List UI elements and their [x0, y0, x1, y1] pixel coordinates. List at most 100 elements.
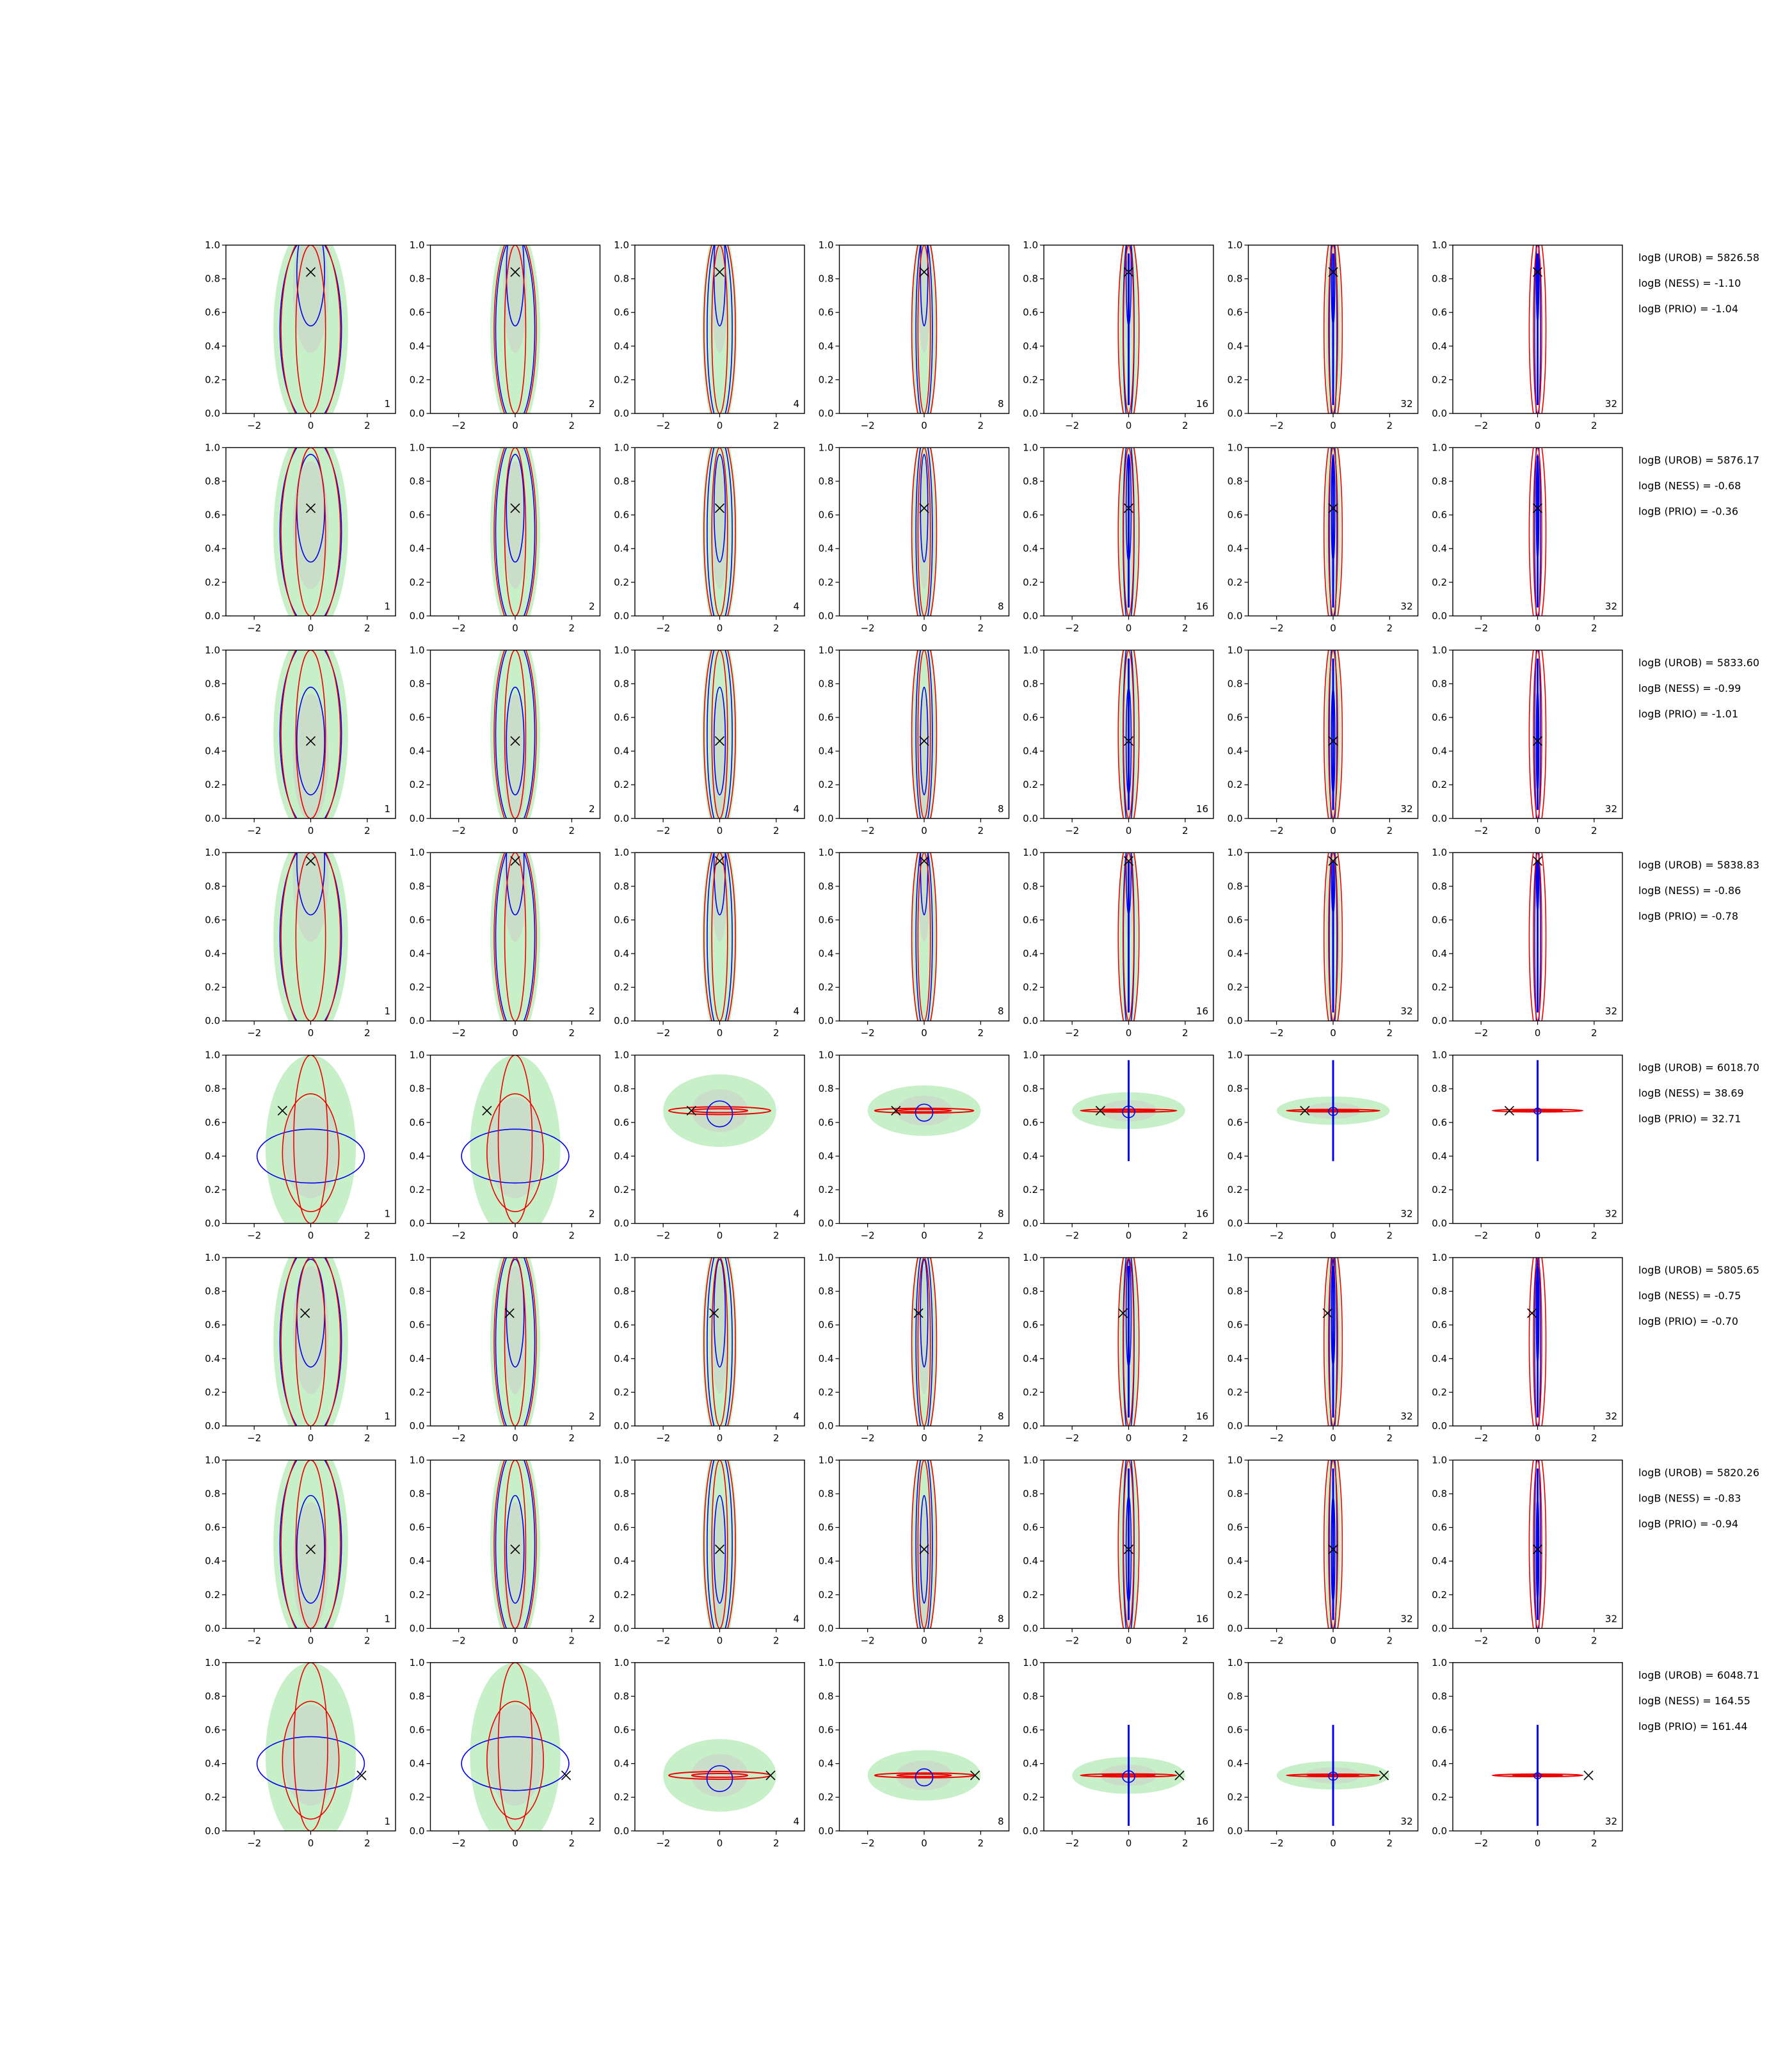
red-contour-outer — [1323, 650, 1343, 819]
true-value-marker — [1118, 1308, 1128, 1318]
y-tick-label: 0.8 — [614, 1083, 629, 1094]
x-tick-label: 2 — [364, 420, 371, 431]
y-tick-label: 0.0 — [819, 1825, 834, 1837]
y-tick-label: 0.0 — [410, 813, 425, 824]
red-contour-outer — [1323, 1460, 1343, 1629]
y-tick-label: 0.6 — [819, 712, 834, 723]
x-tick-label: 2 — [1182, 1230, 1188, 1242]
y-tick-label: 0.8 — [1228, 1286, 1243, 1297]
blue-contour-outer — [707, 650, 733, 819]
x-tick-label: −2 — [247, 1635, 261, 1646]
y-tick-label: 0.2 — [410, 374, 425, 385]
y-tick-label: 0.8 — [819, 476, 834, 487]
blue-contour-outer — [495, 852, 536, 1021]
density-layer — [273, 650, 348, 819]
subplot-panel: −2 0 2 0.0 0.2 0.4 0.6 0.8 1.0 32 — [1228, 1050, 1419, 1242]
y-tick-label: 0.2 — [205, 982, 220, 993]
corner-label: 4 — [793, 1208, 799, 1220]
y-tick-label: 0.2 — [205, 779, 220, 790]
subplot-panel: −2 0 2 0.0 0.2 0.4 0.6 0.8 1.0 2 — [410, 644, 601, 836]
red-contour-inner — [295, 1258, 326, 1426]
corner-label: 32 — [1400, 1613, 1412, 1624]
y-tick-label: 0.2 — [1228, 982, 1243, 993]
y-tick-label: 0.8 — [1023, 1690, 1038, 1702]
y-tick-label: 0.8 — [819, 1286, 834, 1297]
blue-contour-outer — [279, 852, 342, 1021]
corner-label: 4 — [793, 1613, 799, 1624]
red-contour-inner — [504, 447, 527, 616]
y-tick-label: 1.0 — [205, 644, 220, 656]
x-tick-label: −2 — [1270, 1432, 1284, 1444]
red-contour-inner — [293, 1662, 328, 1831]
x-tick-label: −2 — [861, 622, 875, 634]
y-tick-label: 0.0 — [1023, 1825, 1038, 1837]
y-tick-label: 0.0 — [819, 408, 834, 419]
y-tick-label: 0.0 — [410, 1218, 425, 1229]
y-tick-label: 0.4 — [1228, 1555, 1243, 1567]
y-tick-label: 0.8 — [819, 273, 834, 285]
y-tick-label: 0.2 — [1228, 779, 1243, 790]
density-layer — [702, 447, 737, 616]
density-layer — [490, 245, 541, 413]
blue-contour-outer — [1329, 852, 1338, 1021]
y-tick-label: 0.2 — [1023, 779, 1038, 790]
y-tick-label: 0.0 — [205, 1622, 220, 1634]
y-tick-label: 1.0 — [205, 239, 220, 251]
x-tick-label: 2 — [569, 1027, 575, 1039]
density-layer — [1491, 1725, 1584, 1826]
x-tick-label: 2 — [364, 1230, 371, 1242]
corner-label: 2 — [589, 1208, 595, 1220]
x-tick-label: 0 — [1126, 1837, 1132, 1849]
blue-contour-inner — [506, 245, 525, 327]
red-contour-outer — [493, 650, 537, 819]
y-tick-label: 0.6 — [819, 1319, 834, 1331]
corner-label: 2 — [589, 1816, 595, 1827]
x-tick-label: 2 — [1182, 622, 1188, 634]
y-tick-label: 0.6 — [1228, 914, 1243, 925]
x-tick-label: −2 — [452, 825, 466, 836]
logb-statistic: logB (NESS) = 38.69 — [1638, 1087, 1744, 1100]
x-tick-label: 0 — [1330, 825, 1336, 836]
y-tick-label: 0.8 — [1432, 1690, 1447, 1702]
y-tick-label: 0.2 — [1023, 982, 1038, 993]
x-tick-label: −2 — [1065, 1230, 1079, 1242]
y-tick-label: 0.0 — [410, 408, 425, 419]
y-tick-label: 0.6 — [614, 1117, 629, 1128]
x-tick-label: 2 — [1387, 825, 1393, 836]
y-tick-label: 0.8 — [1228, 1690, 1243, 1702]
y-tick-label: 1.0 — [819, 1454, 834, 1466]
y-tick-label: 0.0 — [205, 610, 220, 621]
subplot-panel: −2 0 2 0.0 0.2 0.4 0.6 0.8 1.0 1 — [205, 644, 396, 836]
corner-label: 32 — [1605, 1411, 1617, 1422]
red-contour-outer — [874, 1772, 975, 1779]
x-tick-label: −2 — [656, 1837, 670, 1849]
density-layer — [1528, 650, 1547, 819]
true-value-marker — [482, 1105, 492, 1116]
y-tick-label: 0.0 — [1432, 1218, 1447, 1229]
y-tick-label: 0.4 — [819, 948, 834, 959]
subplot-panel: −2 0 2 0.0 0.2 0.4 0.6 0.8 1.0 1 — [205, 847, 396, 1039]
corner-label: 4 — [793, 803, 799, 815]
y-tick-label: 1.0 — [205, 1050, 220, 1061]
y-tick-label: 0.6 — [819, 307, 834, 318]
x-tick-label: 2 — [1387, 1432, 1393, 1444]
y-tick-label: 0.2 — [410, 1791, 425, 1803]
corner-label: 16 — [1196, 1613, 1208, 1624]
true-value-marker — [714, 267, 725, 277]
y-tick-label: 0.4 — [410, 746, 425, 757]
blue-contour-outer — [495, 245, 536, 413]
x-tick-label: 0 — [1330, 1432, 1336, 1444]
x-tick-label: 2 — [773, 1837, 780, 1849]
reference-density-inner — [711, 1502, 728, 1629]
red-contour-inner — [1533, 1258, 1542, 1426]
y-tick-label: 0.0 — [1023, 1420, 1038, 1432]
corner-label: 1 — [384, 1816, 390, 1827]
subplot-panel: −2 0 2 0.0 0.2 0.4 0.6 0.8 1.0 2 — [410, 1657, 601, 1849]
red-contour-outer — [874, 1107, 975, 1114]
density-layer — [1072, 1725, 1185, 1826]
y-tick-label: 0.2 — [614, 1791, 629, 1803]
y-tick-label: 0.4 — [1023, 746, 1038, 757]
y-tick-label: 0.0 — [1432, 408, 1447, 419]
y-tick-label: 1.0 — [410, 1454, 425, 1466]
subplot-panel: −2 0 2 0.0 0.2 0.4 0.6 0.8 1.0 4 — [614, 1657, 805, 1849]
